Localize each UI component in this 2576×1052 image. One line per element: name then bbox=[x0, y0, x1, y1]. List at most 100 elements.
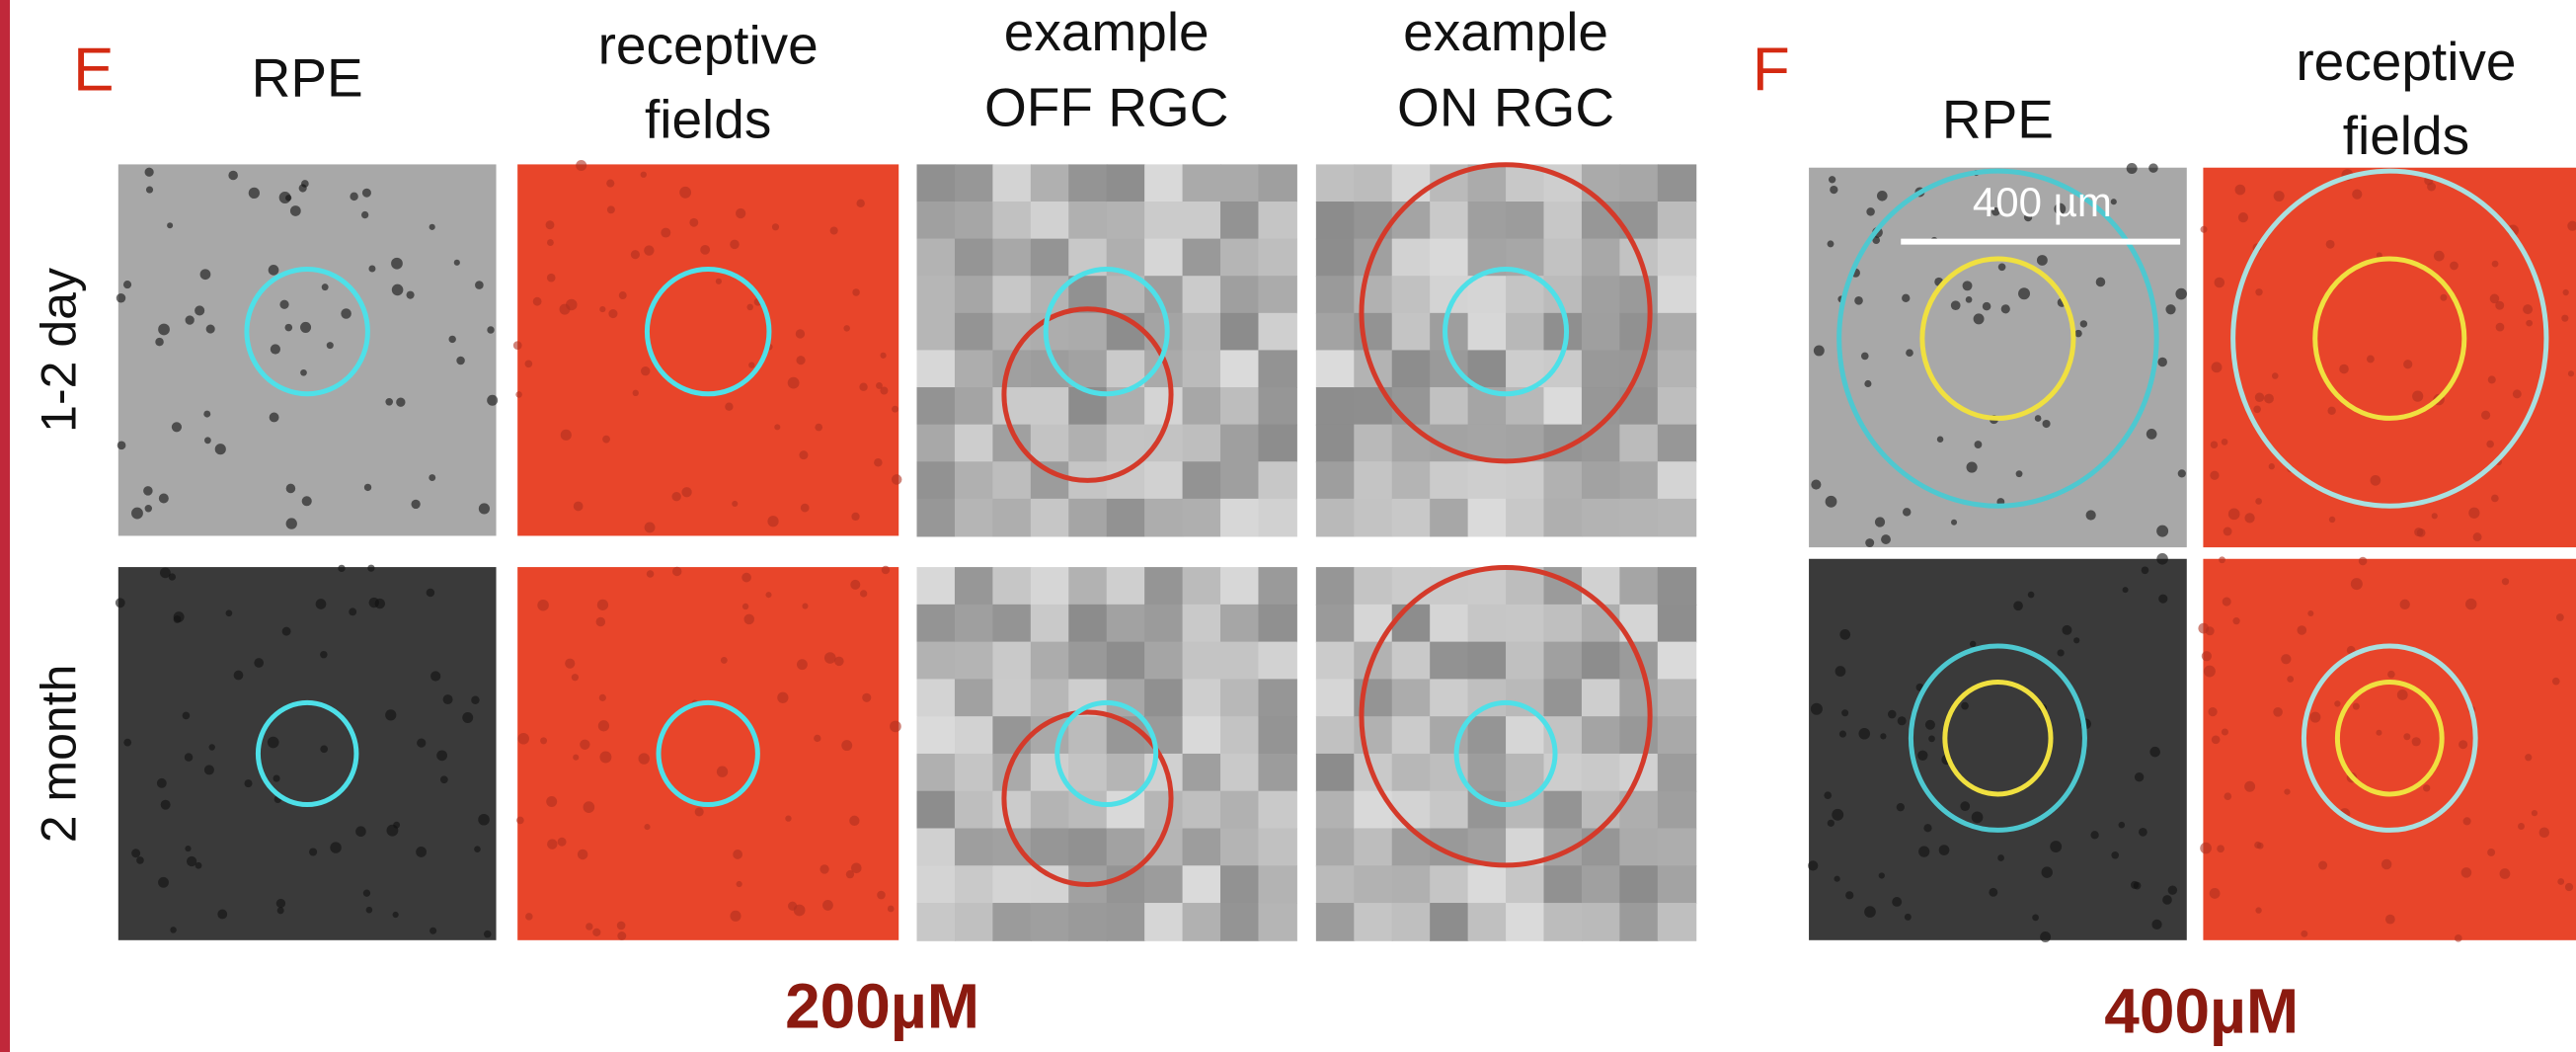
speck bbox=[1951, 519, 1958, 526]
pixel bbox=[1068, 903, 1108, 941]
speck bbox=[1854, 295, 1863, 305]
speck bbox=[442, 694, 453, 705]
speck bbox=[540, 737, 548, 745]
pixel bbox=[1657, 276, 1697, 314]
speck bbox=[547, 239, 554, 246]
speck bbox=[195, 305, 205, 316]
speck bbox=[326, 342, 334, 350]
pixel bbox=[1315, 865, 1356, 905]
speck bbox=[2489, 293, 2500, 304]
pixel bbox=[992, 865, 1032, 905]
speck bbox=[185, 315, 195, 325]
image-tile bbox=[115, 564, 497, 940]
speck bbox=[862, 692, 872, 702]
pixel bbox=[1068, 716, 1108, 755]
pixel bbox=[1315, 641, 1356, 681]
speck bbox=[689, 217, 699, 227]
outline bbox=[656, 699, 760, 808]
speck bbox=[448, 335, 456, 344]
speck bbox=[392, 911, 399, 919]
pixel bbox=[1391, 350, 1432, 389]
speck bbox=[321, 283, 329, 291]
speck bbox=[1950, 300, 1961, 311]
pixel bbox=[1467, 604, 1508, 643]
outline bbox=[2312, 256, 2467, 421]
speck bbox=[1892, 897, 1903, 907]
pixel bbox=[916, 387, 956, 426]
pixel bbox=[1182, 461, 1222, 500]
speck bbox=[471, 695, 480, 704]
speck bbox=[2255, 498, 2262, 505]
speck bbox=[182, 711, 191, 720]
pixel bbox=[1581, 350, 1621, 389]
speck bbox=[2460, 867, 2472, 878]
pixel bbox=[1315, 716, 1356, 755]
speck bbox=[1830, 185, 1838, 195]
pixel bbox=[1106, 424, 1146, 463]
pixel bbox=[1467, 276, 1508, 314]
pixel bbox=[1030, 202, 1070, 240]
speck bbox=[1989, 887, 1998, 897]
pixel bbox=[1258, 641, 1297, 681]
speck bbox=[298, 184, 307, 193]
speck bbox=[2499, 868, 2511, 879]
speck bbox=[799, 450, 809, 460]
pixel bbox=[1030, 903, 1070, 941]
speck bbox=[2211, 735, 2221, 745]
pixel bbox=[916, 498, 956, 537]
pixel bbox=[1657, 424, 1697, 463]
pixel bbox=[1220, 461, 1260, 500]
speck bbox=[1897, 716, 1907, 726]
speck bbox=[436, 750, 448, 762]
pixel bbox=[1657, 641, 1697, 681]
speck bbox=[2309, 711, 2321, 723]
pixel bbox=[1581, 716, 1621, 755]
speck bbox=[281, 626, 291, 636]
speck bbox=[173, 615, 182, 623]
pixel bbox=[1030, 604, 1070, 643]
pixel bbox=[1106, 202, 1146, 240]
pixel bbox=[1030, 461, 1070, 500]
pixel bbox=[1258, 312, 1297, 352]
speck bbox=[573, 501, 584, 512]
speck bbox=[2054, 202, 2067, 215]
pixel bbox=[1354, 567, 1393, 606]
speck bbox=[644, 824, 651, 831]
pixel bbox=[1619, 276, 1659, 314]
pixel bbox=[954, 828, 994, 867]
pixel bbox=[1657, 679, 1697, 718]
pixel bbox=[1258, 350, 1297, 389]
pixel bbox=[1430, 679, 1469, 718]
speck bbox=[877, 890, 886, 900]
pixel bbox=[992, 716, 1032, 755]
speck bbox=[2110, 199, 2117, 205]
speck bbox=[2156, 553, 2168, 565]
speck bbox=[602, 435, 610, 444]
pixel bbox=[1619, 498, 1659, 537]
speck bbox=[2334, 700, 2341, 707]
speck bbox=[2370, 474, 2381, 486]
pixel bbox=[1391, 828, 1432, 867]
speck bbox=[732, 500, 739, 508]
speck bbox=[557, 837, 567, 847]
speck bbox=[131, 849, 141, 858]
speck bbox=[2411, 737, 2421, 747]
speck bbox=[2526, 319, 2534, 327]
speck bbox=[1827, 819, 1834, 827]
speck bbox=[852, 288, 860, 296]
speck bbox=[2036, 255, 2048, 266]
pixel bbox=[1430, 716, 1469, 755]
speck bbox=[2223, 526, 2232, 536]
pixel bbox=[1220, 716, 1260, 755]
pixel bbox=[916, 828, 956, 867]
speck bbox=[1960, 801, 1971, 812]
image-tile bbox=[1315, 564, 1697, 941]
pixel bbox=[1315, 350, 1356, 389]
speck bbox=[2177, 469, 2186, 478]
speck bbox=[644, 522, 656, 533]
speck bbox=[814, 734, 821, 743]
speck bbox=[845, 869, 855, 879]
pixel bbox=[1220, 387, 1260, 426]
speck bbox=[598, 693, 606, 701]
image-tile bbox=[1315, 162, 1697, 537]
